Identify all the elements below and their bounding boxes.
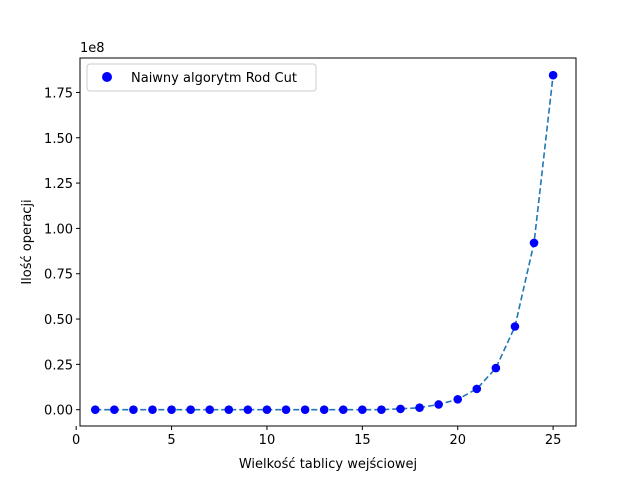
data-point	[529, 238, 539, 248]
y-tick-label: 0.75	[44, 268, 73, 283]
legend: Naiwny algorytm Rod Cut	[86, 63, 317, 92]
data-point	[262, 405, 272, 414]
data-point	[243, 405, 253, 414]
x-tick-label: 20	[449, 433, 466, 448]
x-tick-label: 15	[354, 433, 371, 448]
data-point	[415, 403, 424, 413]
data-point	[167, 405, 176, 414]
data-point	[186, 405, 195, 414]
data-point	[205, 405, 215, 414]
data-point	[396, 404, 405, 414]
data-point	[224, 405, 234, 414]
axes: 0 5 10 15 20 25 0.00 0.25 0.50 0.75 1.00 1.25 1.50 1.…	[44, 57, 577, 448]
y-tick-label: 1.75	[44, 86, 73, 101]
data-point	[472, 384, 482, 394]
data-point	[453, 395, 463, 404]
data-point	[434, 400, 443, 409]
y-tick-label: 0.50	[44, 313, 73, 328]
y-axis-label: Ilość operacji	[20, 199, 35, 284]
data-point	[148, 405, 157, 414]
data-point	[110, 405, 119, 414]
data-point	[548, 70, 558, 80]
data-point	[281, 405, 291, 414]
x-tick-label: 0	[72, 433, 80, 448]
x-tick-label: 10	[259, 433, 276, 448]
data-point	[377, 405, 386, 414]
x-tick-label: 5	[167, 433, 175, 448]
legend-marker	[102, 72, 112, 82]
data-point	[510, 322, 520, 331]
y-tick-label: 0.00	[44, 404, 73, 419]
legend-frame	[86, 63, 317, 92]
x-tick-label: 25	[545, 433, 562, 448]
data-point	[319, 405, 329, 414]
y-tick-label: 1.00	[44, 222, 73, 237]
y-tick-label: 1.50	[44, 132, 73, 147]
data-point	[300, 405, 310, 414]
y-tick-label: 1.25	[44, 177, 73, 192]
plot-area	[90, 70, 558, 414]
data-point	[129, 405, 138, 414]
data-point	[358, 405, 367, 414]
data-point	[491, 363, 501, 373]
y-tick-label: 0.25	[44, 358, 73, 373]
legend-label: Naiwny algorytm Rod Cut	[131, 71, 297, 86]
data-point	[90, 405, 100, 414]
axes-frame	[79, 57, 577, 427]
data-point	[338, 405, 348, 414]
y-offset-label: 1e8	[80, 41, 105, 56]
x-axis-label: Wielkość tablicy wejściowej	[239, 457, 417, 472]
